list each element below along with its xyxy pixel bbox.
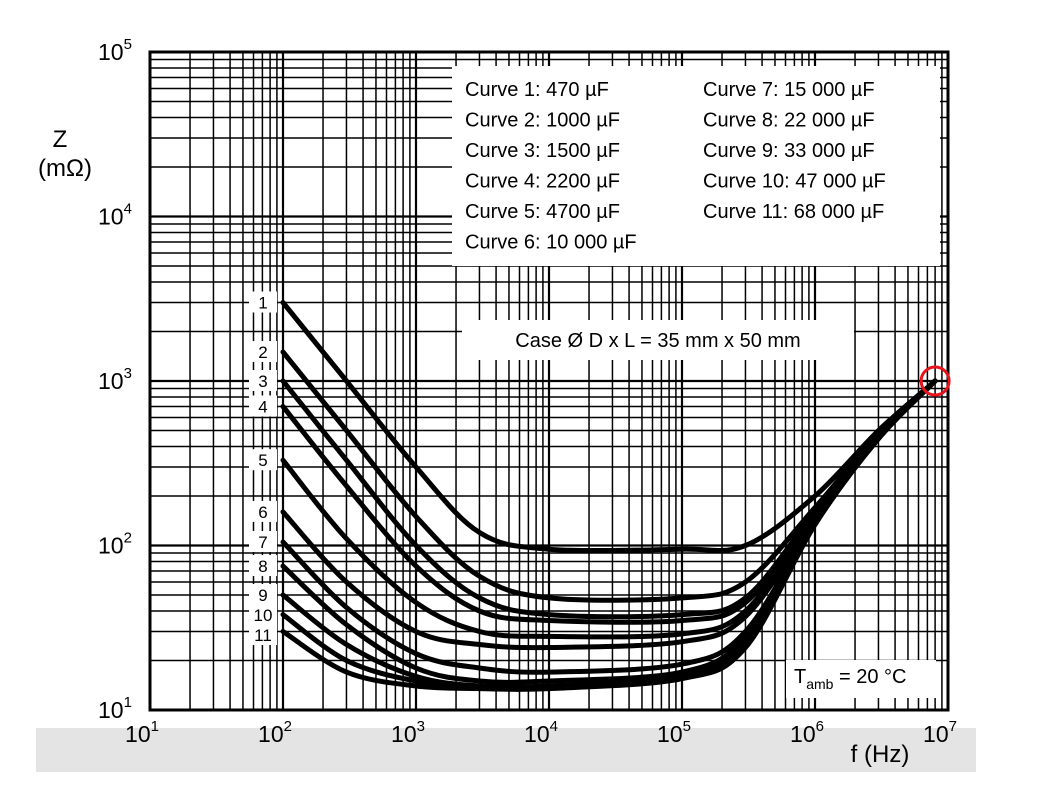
y-tick-label: 105 — [98, 36, 132, 65]
curve-1 — [280, 300, 938, 554]
curve-label-bg — [249, 449, 277, 471]
legend-entry: Curve 2: 1000 µF — [465, 110, 620, 132]
legend-entry: Curve 8: 22 000 µF — [703, 110, 875, 132]
y-tick-label: 101 — [98, 694, 132, 723]
curve-label-bg — [249, 370, 277, 391]
x-tick-label: 104 — [524, 718, 558, 747]
curve-label-bg — [249, 395, 277, 417]
bottom-shadow-band — [36, 728, 976, 772]
legend-entry: Curve 3: 1500 µF — [465, 140, 620, 162]
temperature-annotation-box: Tamb = 20 °C — [786, 660, 936, 698]
curve-label-bg — [249, 604, 277, 626]
x-tick-label: 103 — [391, 718, 425, 747]
curve-label-4: 4 — [258, 397, 267, 416]
y-tick-label: 102 — [98, 530, 132, 559]
curve-label-6: 6 — [258, 503, 267, 522]
curve-label-bg — [249, 584, 277, 606]
x-tick-label: 105 — [657, 718, 691, 747]
legend-column-2: Curve 7: 15 000 µF Curve 8: 22 000 µF Curv… — [703, 79, 886, 223]
y-axis-unit: (mΩ) — [38, 155, 92, 182]
curve-label-1: 1 — [258, 294, 267, 313]
curve-label-9: 9 — [258, 586, 267, 605]
legend-box: Curve 1: 470 µF Curve 2: 1000 µF Curve 3: … — [452, 66, 940, 266]
x-axis-title: f (Hz) — [851, 741, 910, 768]
legend-entry: Curve 6: 10 000 µF — [465, 232, 637, 254]
case-annotation-box: Case Ø D x L = 35 mm x 50 mm — [462, 320, 854, 360]
x-tick-label: 101 — [125, 718, 159, 747]
curve-label-bg — [249, 555, 277, 577]
legend-column-1: Curve 1: 470 µF Curve 2: 1000 µF Curve 3: … — [465, 79, 637, 254]
curve-label-bg — [249, 624, 277, 646]
y-axis-title: Z — [53, 126, 68, 153]
legend-entry: Curve 9: 33 000 µF — [703, 140, 875, 162]
legend-entry: Curve 7: 15 000 µF — [703, 79, 875, 101]
legend-background — [452, 66, 940, 266]
curve-label-10: 10 — [254, 606, 273, 625]
curve-label-11: 11 — [254, 626, 272, 645]
curve-label-bg — [249, 531, 277, 553]
legend-entry: Curve 1: 470 µF — [465, 79, 609, 101]
x-tick-label: 106 — [790, 718, 824, 747]
curve-label-bg — [249, 291, 277, 313]
case-annotation: Case Ø D x L = 35 mm x 50 mm — [515, 330, 800, 352]
y-tick-label: 103 — [98, 365, 132, 394]
temperature-annotation: Tamb = 20 °C — [794, 666, 907, 692]
legend-entry: Curve 10: 47 000 µF — [703, 171, 886, 193]
curve-label-bg — [249, 500, 277, 522]
legend-entry: Curve 5: 4700 µF — [465, 201, 620, 223]
curve-11 — [280, 378, 938, 692]
legend-entry: Curve 11: 68 000 µF — [703, 201, 884, 223]
temperature-annotation-background — [786, 660, 936, 698]
curves — [280, 300, 938, 692]
curve-label-8: 8 — [258, 557, 267, 576]
curve-label-2: 2 — [258, 343, 267, 362]
y-tick-label: 104 — [98, 201, 132, 230]
legend-entry: Curve 4: 2200 µF — [465, 171, 620, 193]
highlight-marker-circle — [919, 365, 951, 397]
curve-label-5: 5 — [258, 451, 267, 470]
curve-label-bg — [249, 341, 277, 363]
case-annotation-background — [462, 320, 854, 360]
x-tick-label: 107 — [923, 718, 957, 747]
curve-label-7: 7 — [258, 533, 267, 552]
x-tick-label: 102 — [258, 718, 292, 747]
curve-label-3: 3 — [258, 372, 267, 391]
